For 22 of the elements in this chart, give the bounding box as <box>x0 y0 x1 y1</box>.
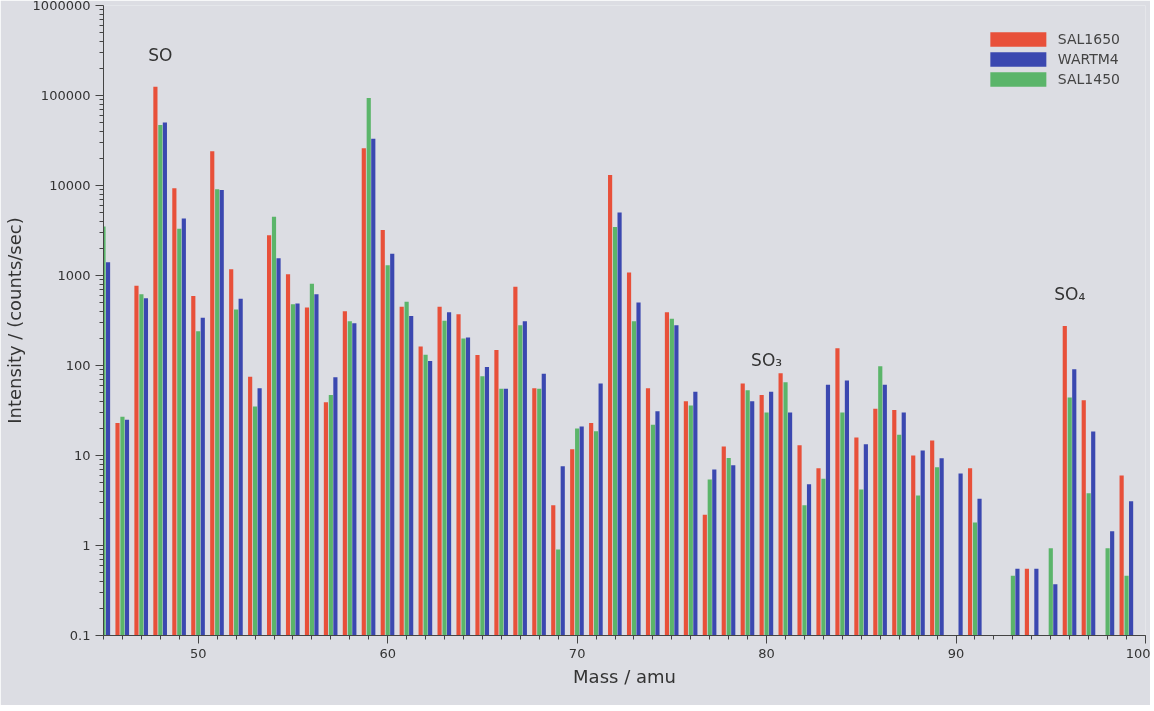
x-tick-label: 90 <box>947 645 965 661</box>
x-tick-label: 60 <box>379 645 396 661</box>
legend-label: SAL1650 <box>1057 31 1120 47</box>
y-axis-title: Intensity / (counts/sec) <box>3 217 25 424</box>
y-tick-label: 100000 <box>40 88 91 103</box>
y-tick-label: 1000000 <box>32 0 91 13</box>
annotation: SO₄ <box>1054 283 1086 304</box>
annotation: SO <box>148 44 173 65</box>
x-tick-label: 80 <box>758 645 775 661</box>
legend-label: WARTM4 <box>1057 51 1119 67</box>
annotation: SO₃ <box>751 349 783 370</box>
legend-label: SAL1450 <box>1057 71 1120 87</box>
x-axis-title: Mass / amu <box>573 665 676 687</box>
x-tick-label: 100 <box>1125 645 1151 661</box>
x-tick-label: 50 <box>189 645 207 661</box>
x-tick-label: 70 <box>568 645 586 661</box>
y-tick-label: 0.1 <box>69 628 91 643</box>
y-tick-label: 1000 <box>57 268 91 283</box>
y-tick-label: 1 <box>82 538 91 553</box>
y-tick-label: 10 <box>73 448 91 463</box>
y-tick-label: 100 <box>65 358 91 373</box>
y-tick-label: 10000 <box>49 178 91 193</box>
